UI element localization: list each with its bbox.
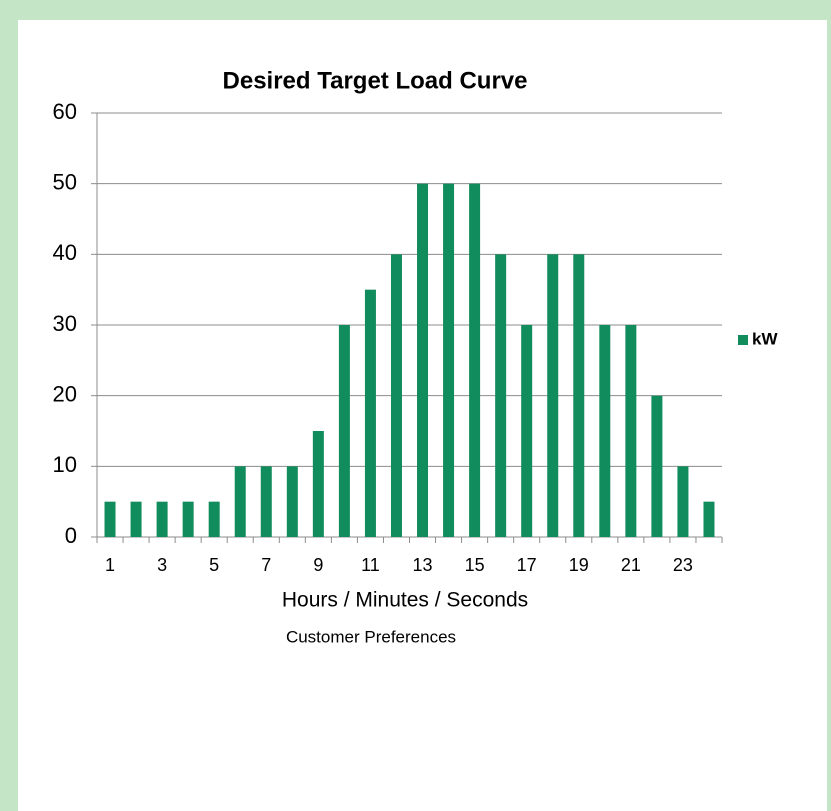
x-tick-label: 9 bbox=[313, 555, 323, 575]
y-tick-label: 50 bbox=[53, 169, 77, 194]
x-tick-label: 3 bbox=[157, 555, 167, 575]
bar bbox=[443, 183, 455, 537]
bar bbox=[390, 254, 402, 538]
bar bbox=[573, 254, 585, 538]
x-tick-label: 15 bbox=[465, 555, 485, 575]
legend-label: kW bbox=[752, 329, 778, 348]
x-tick-label: 11 bbox=[361, 555, 380, 575]
caption: Customer Preferences bbox=[286, 627, 456, 646]
bar bbox=[260, 466, 272, 537]
x-tick-label: 5 bbox=[209, 555, 219, 575]
y-tick-label: 20 bbox=[53, 381, 77, 406]
x-tick-label: 1 bbox=[105, 555, 115, 575]
bar bbox=[130, 501, 142, 537]
bar bbox=[599, 325, 611, 537]
x-tick-label: 23 bbox=[673, 555, 693, 575]
bar bbox=[651, 395, 663, 537]
y-tick-label: 10 bbox=[53, 452, 77, 477]
x-tick-label: 17 bbox=[517, 555, 537, 575]
bar bbox=[521, 325, 533, 537]
bar bbox=[364, 289, 376, 537]
chart-title: Desired Target Load Curve bbox=[223, 67, 528, 94]
y-tick-label: 30 bbox=[53, 311, 77, 336]
bar bbox=[338, 325, 350, 537]
legend-swatch bbox=[738, 335, 748, 345]
bar bbox=[469, 183, 481, 537]
bar bbox=[312, 431, 324, 537]
bar bbox=[156, 501, 168, 537]
frame-top bbox=[0, 0, 831, 20]
y-tick-label: 40 bbox=[53, 240, 77, 265]
bar bbox=[286, 466, 298, 537]
bar bbox=[234, 466, 246, 537]
x-axis-label: Hours / Minutes / Seconds bbox=[282, 589, 528, 612]
x-tick-label: 13 bbox=[413, 555, 433, 575]
bar bbox=[417, 183, 429, 537]
x-tick-label: 7 bbox=[261, 555, 271, 575]
bar bbox=[104, 501, 116, 537]
bar bbox=[495, 254, 507, 538]
x-tick-label: 21 bbox=[621, 555, 641, 575]
bar bbox=[625, 325, 637, 537]
bar bbox=[182, 501, 194, 537]
bar bbox=[677, 466, 689, 537]
x-tick-label: 19 bbox=[569, 555, 589, 575]
bar bbox=[208, 501, 220, 537]
y-tick-label: 60 bbox=[53, 99, 77, 124]
bar bbox=[703, 501, 715, 537]
frame-left bbox=[0, 0, 18, 811]
bar bbox=[547, 254, 559, 538]
y-tick-label: 0 bbox=[65, 523, 77, 548]
frame-right bbox=[827, 0, 831, 811]
